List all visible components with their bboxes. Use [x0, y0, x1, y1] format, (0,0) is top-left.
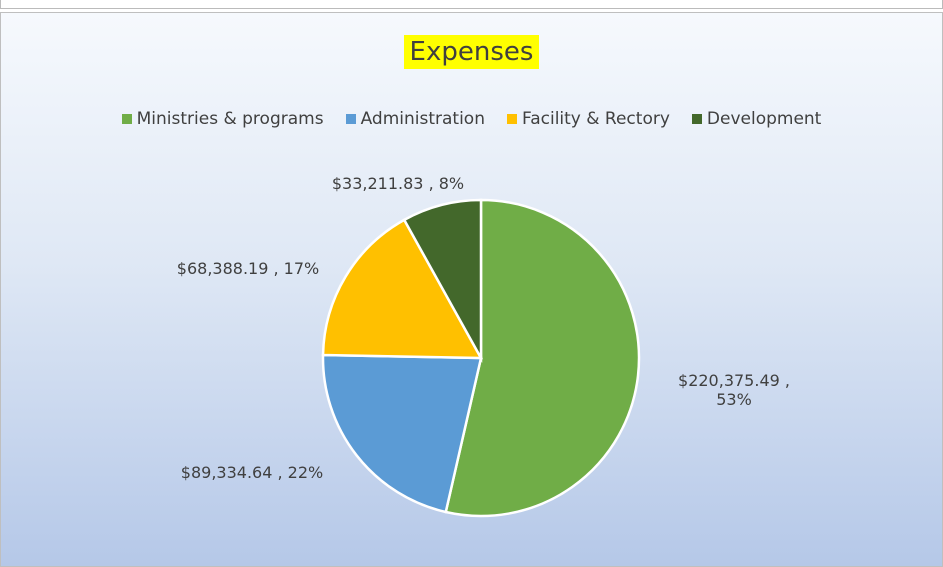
legend-item: Administration: [345, 109, 485, 129]
legend: Ministries & programs Administration Facil…: [1, 109, 942, 129]
pie-slice: [402, 198, 483, 363]
legend-swatch: [345, 114, 356, 124]
top-strip: [0, 0, 943, 9]
legend-swatch: [506, 114, 517, 124]
chart: Expenses Ministries & programs Administra…: [0, 12, 943, 567]
title-wrap: Expenses: [1, 35, 942, 69]
pie-slice: [321, 353, 483, 514]
data-label: $33,211.83 , 8%: [331, 174, 465, 193]
legend-label: Development: [706, 109, 822, 129]
pie-area: [321, 198, 641, 518]
legend-item: Development: [691, 109, 822, 129]
data-label: $220,375.49 , 53%: [678, 371, 790, 409]
pie-slice: [321, 218, 484, 360]
legend-item: Facility & Rectory: [506, 109, 670, 129]
legend-swatch: [121, 114, 132, 124]
pie-slice: [444, 198, 641, 518]
legend-item: Ministries & programs: [121, 109, 324, 129]
chart-title: Expenses: [403, 35, 540, 69]
data-label: $89,334.64 , 22%: [180, 463, 324, 482]
legend-label: Administration: [360, 109, 485, 129]
data-label: $68,388.19 , 17%: [176, 259, 320, 278]
legend-label: Ministries & programs: [136, 109, 324, 129]
legend-label: Facility & Rectory: [521, 109, 670, 129]
legend-swatch: [691, 114, 702, 124]
